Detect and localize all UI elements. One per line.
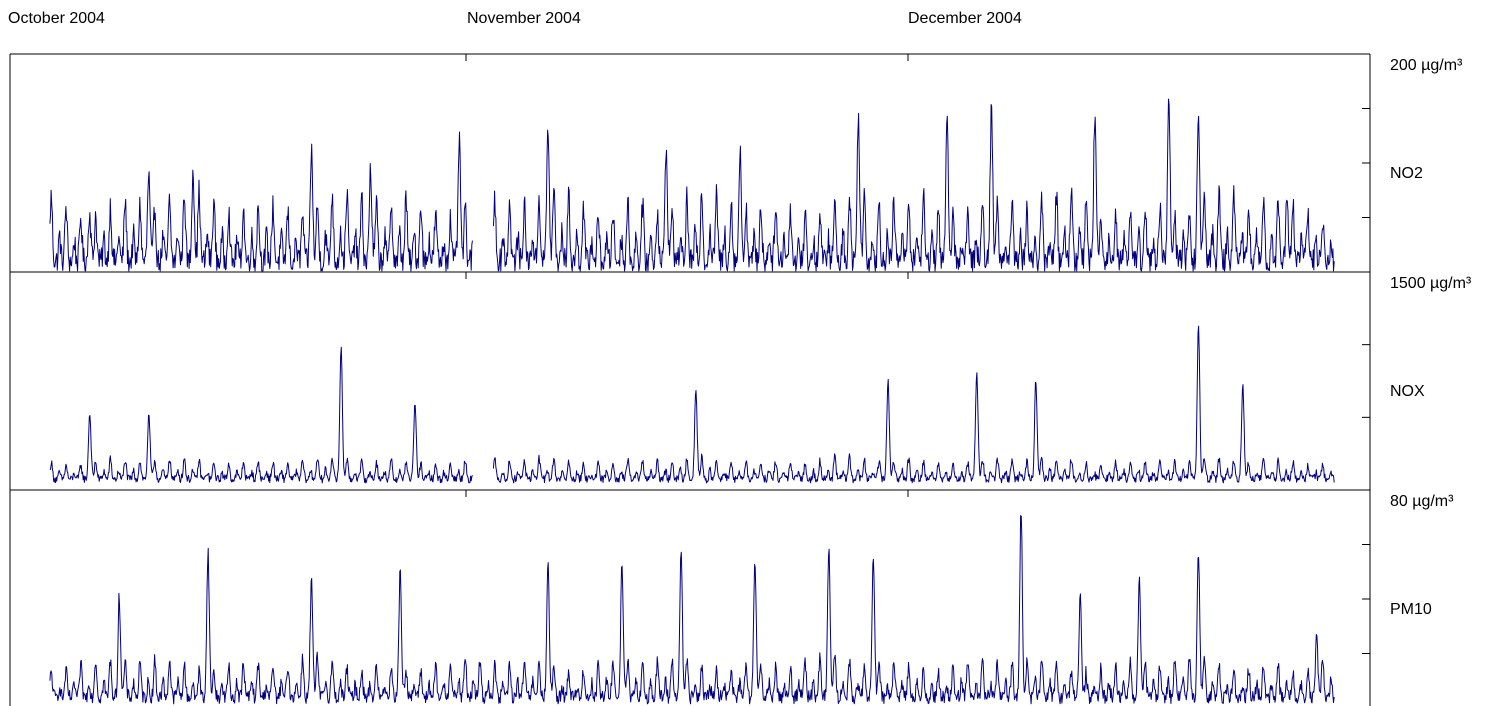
max-label-pm10: 80 µg/m³	[1390, 493, 1454, 510]
series-label-nox: NOX	[1390, 383, 1425, 400]
series-label-pm10: PM10	[1390, 601, 1432, 618]
month-label-november: November 2004	[467, 10, 581, 27]
series-line-nox	[49, 325, 1335, 484]
month-label-october: October 2004	[8, 10, 105, 27]
series-line-pm10	[49, 515, 1335, 705]
series-line-no2	[49, 98, 1335, 272]
month-label-december: December 2004	[908, 10, 1022, 27]
series-label-no2: NO2	[1390, 165, 1423, 182]
max-label-nox: 1500 µg/m³	[1390, 275, 1472, 292]
max-label-no2: 200 µg/m³	[1390, 57, 1463, 74]
